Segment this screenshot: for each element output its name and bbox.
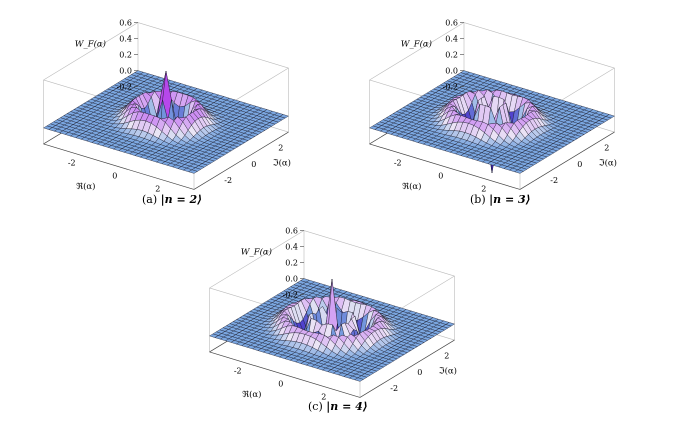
surface-plot-b: 0.6 0.4 0.2 0.0 -0.2 W_F(α) -2 0 2 ℜ(α) -2 0 2 ℑ(α) bbox=[368, 19, 617, 194]
panel-c: 0.6 0.4 0.2 0.0 -0.2 W_F(α) -2 0 2 ℜ(α) -2 0 2 ℑ(α) (… bbox=[166, 208, 504, 422]
y-tick-label-c-2: 2 bbox=[444, 351, 449, 360]
z-tick-label-a-4: -0.2 bbox=[117, 83, 132, 92]
z-axis-label-a: W_F(α) bbox=[75, 39, 106, 50]
panel-a: 0.6 0.4 0.2 0.0 -0.2 W_F(α) -2 0 2 ℜ(α) -2 0 2 ℑ(α) (… bbox=[0, 0, 338, 215]
y-tick-label-b-0: -2 bbox=[550, 176, 558, 185]
z-tick-label-c-0: 0.6 bbox=[285, 227, 298, 236]
plot-group-c: 0.6 0.4 0.2 0.0 -0.2 W_F(α) -2 0 2 ℜ(α) -2 0 2 ℑ(α) bbox=[208, 227, 457, 402]
caption-b-label: (b) bbox=[470, 193, 486, 206]
caption-a-state: |n = 2⟩ bbox=[160, 193, 203, 206]
z-tick-label-a-3: 0.0 bbox=[119, 67, 132, 76]
y-axis-label-a: ℑ(α) bbox=[273, 157, 291, 168]
z-tick-label-c-3: 0.0 bbox=[285, 275, 298, 284]
y-tick-label-c-0: -2 bbox=[390, 384, 398, 393]
plot-group-a: 0.6 0.4 0.2 0.0 -0.2 W_F(α) -2 0 2 ℜ(α) -2 0 2 ℑ(α) bbox=[42, 19, 291, 194]
caption-c-label: (c) bbox=[308, 400, 323, 413]
x-tick-label-c-0: -2 bbox=[234, 367, 242, 376]
plot-group-b: 0.6 0.4 0.2 0.0 -0.2 W_F(α) -2 0 2 ℜ(α) -2 0 2 ℑ(α) bbox=[368, 19, 617, 194]
surface-plot-a: 0.6 0.4 0.2 0.0 -0.2 W_F(α) -2 0 2 ℜ(α) -2 0 2 ℑ(α) bbox=[42, 19, 291, 194]
y-tick-label-c-1: 0 bbox=[417, 368, 422, 377]
x-tick-label-c-2: 2 bbox=[321, 393, 326, 402]
y-tick-label-a-2: 2 bbox=[278, 143, 283, 152]
caption-b-state: |n = 3⟩ bbox=[489, 193, 531, 206]
surface-mesh-b bbox=[368, 70, 616, 174]
y-tick-label-b-1: 0 bbox=[577, 160, 582, 169]
surface-mesh-a bbox=[42, 70, 290, 174]
z-tick-label-b-4: -0.2 bbox=[443, 83, 458, 92]
x-tick-label-a-2: 2 bbox=[155, 185, 160, 194]
y-tick-label-b-2: 2 bbox=[604, 143, 609, 152]
x-tick-label-a-1: 0 bbox=[112, 172, 117, 181]
x-tick-label-b-0: -2 bbox=[394, 159, 402, 168]
x-tick-label-b-2: 2 bbox=[481, 185, 486, 194]
x-axis-label-a: ℜ(α) bbox=[76, 181, 95, 192]
z-tick-label-c-1: 0.4 bbox=[285, 243, 298, 252]
z-tick-label-a-2: 0.2 bbox=[119, 51, 132, 60]
y-axis-label-b: ℑ(α) bbox=[599, 157, 617, 168]
surface-plot-c: 0.6 0.4 0.2 0.0 -0.2 W_F(α) -2 0 2 ℜ(α) -2 0 2 ℑ(α) bbox=[208, 227, 457, 402]
caption-a: (a) |n = 2⟩ bbox=[142, 193, 202, 206]
surface-mesh-c bbox=[208, 278, 456, 382]
x-axis-label-c: ℜ(α) bbox=[242, 389, 261, 400]
z-tick-label-a-1: 0.4 bbox=[119, 35, 132, 44]
z-tick-label-c-4: -0.2 bbox=[283, 291, 298, 300]
axis-labels-c: 0.6 0.4 0.2 0.0 -0.2 W_F(α) -2 0 2 ℜ(α) -2 0 2 ℑ(α) bbox=[234, 227, 457, 402]
caption-b: (b) |n = 3⟩ bbox=[470, 193, 531, 206]
z-axis-label-b: W_F(α) bbox=[401, 39, 432, 50]
x-tick-label-a-0: -2 bbox=[68, 159, 76, 168]
z-tick-label-c-2: 0.2 bbox=[285, 259, 298, 268]
x-tick-label-b-1: 0 bbox=[438, 172, 443, 181]
z-tick-label-b-2: 0.2 bbox=[445, 51, 458, 60]
z-tick-label-b-0: 0.6 bbox=[445, 19, 458, 28]
z-tick-label-b-1: 0.4 bbox=[445, 35, 458, 44]
x-tick-label-c-1: 0 bbox=[278, 380, 283, 389]
caption-c: (c) |n = 4⟩ bbox=[308, 400, 368, 413]
axis-labels-a: 0.6 0.4 0.2 0.0 -0.2 W_F(α) -2 0 2 ℜ(α) -2 0 2 ℑ(α) bbox=[68, 19, 291, 194]
y-axis-label-c: ℑ(α) bbox=[439, 365, 457, 376]
x-axis-label-b: ℜ(α) bbox=[402, 181, 421, 192]
y-tick-label-a-0: -2 bbox=[224, 176, 232, 185]
caption-a-label: (a) bbox=[142, 193, 158, 206]
panel-b: 0.6 0.4 0.2 0.0 -0.2 W_F(α) -2 0 2 ℜ(α) -2 0 2 ℑ(α) (… bbox=[326, 0, 664, 215]
y-tick-label-a-1: 0 bbox=[251, 160, 256, 169]
z-tick-label-b-3: 0.0 bbox=[445, 67, 458, 76]
z-axis-label-c: W_F(α) bbox=[241, 247, 272, 258]
caption-c-state: |n = 4⟩ bbox=[326, 400, 368, 413]
z-tick-label-a-0: 0.6 bbox=[119, 19, 132, 28]
axis-labels-b: 0.6 0.4 0.2 0.0 -0.2 W_F(α) -2 0 2 ℜ(α) -2 0 2 ℑ(α) bbox=[394, 19, 617, 194]
